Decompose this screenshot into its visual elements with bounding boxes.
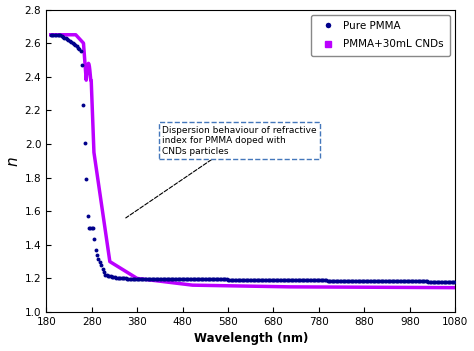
Y-axis label: n: n: [6, 156, 20, 166]
X-axis label: Wavelength (nm): Wavelength (nm): [193, 332, 308, 345]
Text: Dispersion behaviour of refractive
index for PMMA doped with
CNDs particles: Dispersion behaviour of refractive index…: [126, 126, 317, 218]
Legend: Pure PMMA, PMMA+30mL CNDs: Pure PMMA, PMMA+30mL CNDs: [311, 15, 450, 55]
